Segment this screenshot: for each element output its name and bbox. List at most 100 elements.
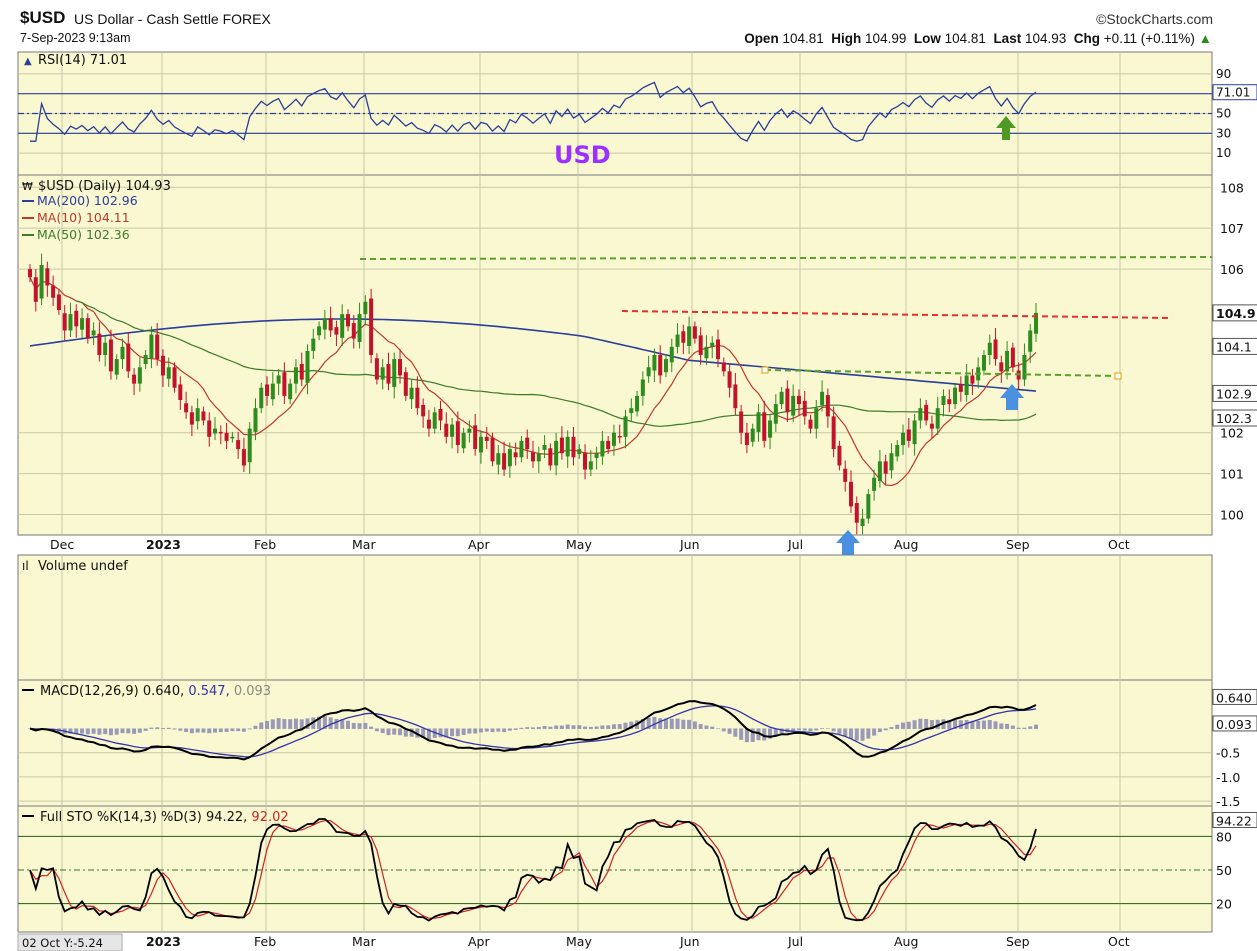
candle-body	[426, 419, 431, 429]
candle-body	[906, 429, 911, 441]
candle-body	[762, 412, 767, 441]
candle-body	[687, 326, 692, 346]
price-tick: 108	[1220, 180, 1244, 195]
copyright-icon: ©	[1096, 11, 1107, 27]
usd-annotation: USD	[554, 141, 611, 169]
candle-body	[28, 269, 32, 278]
macd-hist-bar	[594, 726, 599, 729]
symbol-title: $USD	[20, 8, 66, 27]
price-legend-icon: ₩	[22, 180, 33, 193]
candle-body	[166, 367, 171, 379]
x-tick-label: Jun	[679, 537, 700, 552]
candle-body	[779, 391, 784, 405]
macd-hist-bar	[941, 719, 946, 729]
macd-hist-bar	[924, 718, 929, 729]
macd-hist-bar	[929, 720, 934, 729]
candle-body	[646, 367, 651, 377]
candle-body	[981, 355, 986, 371]
macd-hist-bar	[502, 728, 507, 733]
ma50-line	[76, 300, 1037, 427]
macd-hist-bar	[345, 720, 350, 729]
macd-hist-bar	[542, 726, 547, 729]
macd-hist-bar	[1028, 726, 1033, 729]
line-handle	[761, 366, 769, 374]
macd-panel	[17, 679, 1213, 807]
macd-hist-bar	[935, 719, 940, 729]
volume-legend-icon: ıl	[22, 559, 29, 573]
candle-body	[282, 372, 287, 396]
candle-body	[577, 449, 582, 454]
brand[interactable]: ©StockCharts.com	[1096, 11, 1213, 27]
candle-body	[768, 420, 773, 438]
candle-body	[1034, 312, 1038, 334]
candle-body	[837, 445, 842, 466]
candle-body	[386, 364, 391, 384]
candle-body	[941, 395, 946, 405]
macd-hist-bar	[611, 724, 616, 729]
macd-hist-bar	[247, 728, 252, 730]
resistance-line-green	[359, 256, 1213, 260]
cursor-readout-box	[17, 933, 123, 951]
rsi-last-tag: 71.01	[1216, 86, 1250, 100]
price-tick: 100	[1220, 508, 1244, 523]
macd-hist-bar	[814, 728, 819, 731]
macd-hist-bar	[652, 716, 657, 729]
candle-body	[126, 343, 131, 372]
macd-hist-bar	[444, 728, 449, 738]
x-tick-label: Feb	[254, 537, 276, 552]
macd-hist-bar	[577, 725, 582, 729]
macd-hist-bar	[860, 728, 865, 741]
candle-body	[357, 314, 362, 342]
rsi-tick: 30	[1216, 126, 1231, 140]
macd-hist-bar	[756, 728, 761, 741]
macd-hist-bar	[889, 727, 894, 729]
macd-hist-bar	[831, 728, 836, 732]
candle-body	[814, 408, 819, 429]
macd-hist-bar	[791, 728, 796, 731]
x-tick-label-bottom: Aug	[894, 934, 918, 949]
macd-tick: -0.5	[1216, 746, 1240, 761]
macd-hist-bar	[438, 728, 443, 738]
candle-body	[392, 359, 397, 387]
macd-hist-bar	[716, 728, 721, 730]
x-tick-label-bottom: Jul	[787, 934, 803, 949]
candle-body	[692, 326, 697, 339]
macd-hist-bar	[606, 725, 611, 729]
macd-hist-bar	[825, 728, 830, 730]
candle-body	[727, 371, 732, 388]
candle-body	[103, 342, 108, 355]
candle-body	[450, 424, 455, 437]
candle-body	[507, 449, 512, 467]
macd-hist-bar	[918, 718, 923, 729]
chart-header: $USD US Dollar - Cash Settle FOREX 7-Sep…	[0, 0, 1257, 52]
candle-body	[623, 416, 628, 437]
candle-body	[455, 421, 460, 445]
candle-body	[640, 379, 645, 396]
macd-hist-bar	[328, 717, 333, 729]
macd-hist-bar	[947, 719, 952, 729]
rsi-last-tag-box	[1212, 84, 1257, 101]
macd-line	[29, 700, 1037, 761]
candle-body	[68, 314, 73, 331]
sto-panel	[17, 805, 1213, 933]
candle-body	[253, 408, 258, 432]
price-tag: 102.3	[1216, 411, 1252, 426]
macd-hist-bar	[669, 718, 674, 729]
macd-hist-bar	[727, 728, 732, 734]
macd-hist-bar	[1005, 723, 1010, 729]
macd-hist-bar	[305, 718, 310, 729]
candle-body	[808, 419, 813, 429]
macd-hist-bar	[195, 728, 200, 733]
candle-body	[45, 268, 50, 286]
macd-hist-bar	[958, 720, 963, 729]
candle-body	[831, 416, 836, 450]
candle-body	[276, 375, 281, 384]
candle-body	[311, 338, 316, 351]
macd-hist-bar	[386, 728, 391, 736]
price-legend-series: MA(200) 102.96	[37, 193, 138, 208]
macd-tag-box	[1212, 688, 1257, 705]
candle-body	[588, 461, 593, 470]
macd-hist-bar	[68, 728, 73, 734]
macd-hist-bar	[369, 726, 374, 729]
